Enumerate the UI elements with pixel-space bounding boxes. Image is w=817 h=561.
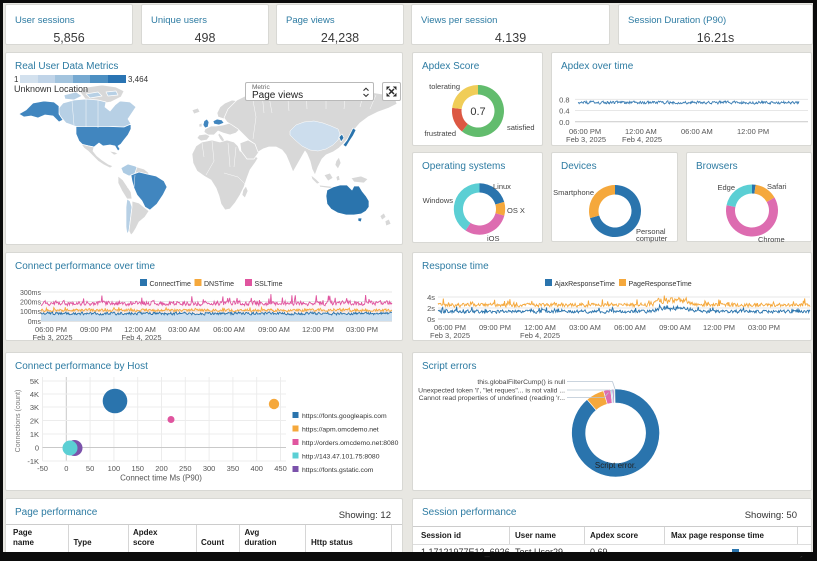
svg-text:150: 150 (131, 464, 144, 473)
svg-text:Feb 4, 2025: Feb 4, 2025 (121, 333, 161, 342)
svg-text:09:00 PM: 09:00 PM (80, 325, 112, 334)
svg-text:2K: 2K (30, 417, 39, 426)
svg-text:350: 350 (227, 464, 240, 473)
svg-text:03:00 AM: 03:00 AM (569, 323, 601, 332)
svg-text:12:00 AM: 12:00 AM (625, 127, 657, 136)
svg-text:OS X: OS X (507, 206, 525, 215)
svg-text:06:00 AM: 06:00 AM (614, 323, 646, 332)
svg-text:50: 50 (86, 464, 94, 473)
svg-text:09:00 AM: 09:00 AM (659, 323, 691, 332)
svg-text:100ms: 100ms (20, 309, 42, 316)
svg-text:this.globalFilterCump() is nul: this.globalFilterCump() is null (477, 379, 565, 386)
svg-text:03:00 PM: 03:00 PM (748, 323, 780, 332)
svg-text:300: 300 (203, 464, 216, 473)
svg-text:Unexpected token 'I', "let req: Unexpected token 'I', "let reques"... is… (418, 388, 565, 395)
svg-text:12:00 AM: 12:00 AM (524, 323, 556, 332)
svg-text:06:00 PM: 06:00 PM (434, 323, 466, 332)
svg-text:Script error.: Script error. (595, 461, 636, 470)
svg-text:Cannot read properties of unde: Cannot read properties of undefined (rea… (419, 395, 566, 402)
svg-text:Edge: Edge (717, 183, 735, 192)
svg-text:12:00 PM: 12:00 PM (302, 325, 334, 334)
svg-text:https://fonts.gstatic.com: https://fonts.gstatic.com (302, 467, 374, 474)
svg-text:12:00 PM: 12:00 PM (703, 323, 735, 332)
svg-text:AjaxResponseTime: AjaxResponseTime (555, 281, 616, 288)
svg-text:-50: -50 (37, 464, 48, 473)
svg-text:http://orders.omcdemo.net:8080: http://orders.omcdemo.net:8080 (302, 440, 399, 447)
svg-text:0.8: 0.8 (559, 95, 569, 104)
svg-text:Connections (count): Connections (count) (15, 390, 22, 453)
svg-text:tolerating: tolerating (429, 82, 460, 91)
svg-text:3K: 3K (30, 403, 39, 412)
svg-text:06:00 AM: 06:00 AM (213, 325, 245, 334)
svg-text:DNSTime: DNSTime (204, 281, 234, 288)
svg-text:PageResponseTime: PageResponseTime (629, 281, 692, 288)
svg-text:03:00 AM: 03:00 AM (168, 325, 200, 334)
svg-text:Feb 3, 2025: Feb 3, 2025 (566, 135, 606, 144)
svg-text:0ms: 0ms (28, 319, 42, 326)
svg-text:SSLTime: SSLTime (255, 281, 283, 288)
svg-text:iOS: iOS (487, 234, 500, 243)
svg-text:09:00 PM: 09:00 PM (479, 323, 511, 332)
svg-text:450: 450 (274, 464, 287, 473)
svg-text:200: 200 (155, 464, 168, 473)
svg-text:0.7: 0.7 (470, 106, 485, 118)
svg-text:5K: 5K (30, 377, 39, 386)
svg-text:Feb 3, 2025: Feb 3, 2025 (32, 333, 72, 342)
svg-text:300ms: 300ms (20, 290, 42, 297)
svg-text:satisfied: satisfied (507, 123, 535, 132)
svg-text:computer: computer (636, 234, 668, 243)
svg-text:https://fonts.googleapis.com: https://fonts.googleapis.com (302, 413, 387, 420)
svg-text:100: 100 (108, 464, 121, 473)
svg-text:06:00 PM: 06:00 PM (569, 127, 601, 136)
svg-text:Feb 3, 2025: Feb 3, 2025 (430, 331, 470, 340)
svg-text:Smartphone: Smartphone (553, 188, 594, 197)
svg-text:ConnectTime: ConnectTime (150, 281, 191, 288)
svg-text:200ms: 200ms (20, 300, 42, 307)
svg-text:-1K: -1K (27, 457, 39, 466)
svg-text:Linux: Linux (493, 182, 511, 191)
svg-text:0: 0 (64, 464, 68, 473)
svg-text:Personal: Personal (636, 227, 666, 236)
svg-text:400: 400 (250, 464, 263, 473)
svg-text:Safari: Safari (767, 182, 787, 191)
svg-text:4s: 4s (427, 293, 435, 302)
svg-text:250: 250 (179, 464, 192, 473)
svg-text:06:00 AM: 06:00 AM (681, 127, 713, 136)
svg-text:2s: 2s (427, 304, 435, 313)
svg-text:Feb 4, 2025: Feb 4, 2025 (520, 331, 560, 340)
svg-text:06:00 PM: 06:00 PM (35, 325, 67, 334)
svg-text:0.4: 0.4 (559, 107, 569, 116)
svg-text:03:00 PM: 03:00 PM (346, 325, 378, 334)
svg-text:09:00 AM: 09:00 AM (258, 325, 290, 334)
svg-text:Chrome: Chrome (758, 235, 785, 244)
svg-text:Windows: Windows (423, 196, 454, 205)
svg-text:0.0: 0.0 (559, 118, 569, 127)
svg-text:0: 0 (35, 444, 39, 453)
svg-text:12:00 PM: 12:00 PM (737, 127, 769, 136)
svg-text:4K: 4K (30, 390, 39, 399)
svg-text:Connect time Ms (P90): Connect time Ms (P90) (120, 474, 202, 483)
svg-text:12:00 AM: 12:00 AM (124, 325, 156, 334)
svg-text:1K: 1K (30, 430, 39, 439)
svg-text:Feb 4, 2025: Feb 4, 2025 (622, 135, 662, 144)
svg-text:http://143.47.101.75:8080: http://143.47.101.75:8080 (302, 454, 380, 461)
svg-text:https://apm.omcdemo.net: https://apm.omcdemo.net (302, 427, 379, 434)
svg-text:frustrated: frustrated (424, 129, 456, 138)
svg-text:0s: 0s (427, 315, 435, 324)
